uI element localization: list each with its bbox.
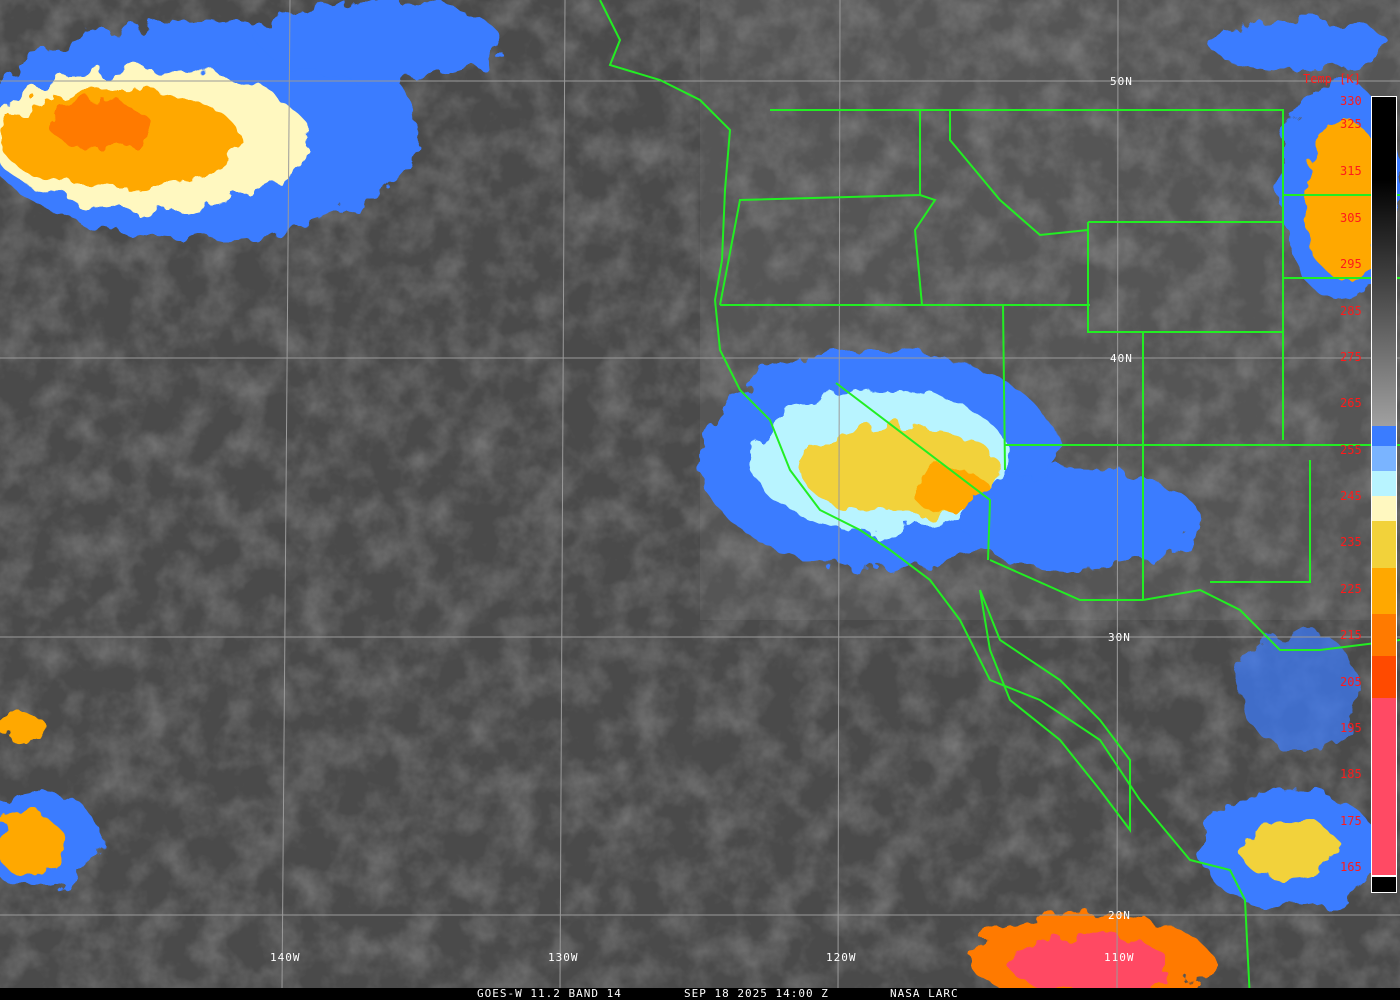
temperature-colorbar bbox=[1371, 96, 1397, 893]
colorbar-tick-label: 265 bbox=[1340, 396, 1362, 410]
lat-label-40n: 40N bbox=[1110, 352, 1133, 365]
lat-label-50n: 50N bbox=[1110, 75, 1133, 88]
lon-label-140w: 140W bbox=[270, 951, 301, 964]
colorbar-tick-label: 305 bbox=[1340, 211, 1362, 225]
lon-label-120w: 120W bbox=[826, 951, 857, 964]
colorbar-title: Temp [K] bbox=[1303, 72, 1361, 86]
colorbar-tick-label: 325 bbox=[1340, 117, 1362, 131]
lat-label-20n: 20N bbox=[1108, 909, 1131, 922]
colorbar-tick-label: 275 bbox=[1340, 350, 1362, 364]
lat-label-30n: 30N bbox=[1108, 631, 1131, 644]
colorbar-tick-label: 175 bbox=[1340, 814, 1362, 828]
caption-source: NASA LARC bbox=[890, 987, 959, 1000]
colorbar-tick-label: 235 bbox=[1340, 535, 1362, 549]
political-borders bbox=[599, 0, 1400, 1000]
colorbar-tick-label: 315 bbox=[1340, 164, 1362, 178]
colorbar-tick-label: 330 bbox=[1340, 94, 1362, 108]
colorbar-tick-label: 185 bbox=[1340, 767, 1362, 781]
colorbar-tick-label: 195 bbox=[1340, 721, 1362, 735]
pacific-coastline bbox=[599, 0, 1251, 1000]
colorbar-tick-label: 295 bbox=[1340, 257, 1362, 271]
colorbar-tick-label: 245 bbox=[1340, 489, 1362, 503]
colorbar-tick-label: 285 bbox=[1340, 304, 1362, 318]
colorbar-tick-label: 165 bbox=[1340, 860, 1362, 874]
caption-satellite: GOES-W 11.2 BAND 14 bbox=[477, 987, 622, 1000]
colorbar-tick-label: 215 bbox=[1340, 628, 1362, 642]
colorbar-tick-label: 255 bbox=[1340, 443, 1362, 457]
caption-datetime: SEP 18 2025 14:00 Z bbox=[684, 987, 829, 1000]
colorbar-tick-label: 225 bbox=[1340, 582, 1362, 596]
baja-california bbox=[979, 589, 1131, 833]
colorbar-tick-label: 205 bbox=[1340, 675, 1362, 689]
lon-label-110w: 110W bbox=[1104, 951, 1135, 964]
lon-label-130w: 130W bbox=[548, 951, 579, 964]
caption-bar: GOES-W 11.2 BAND 14 SEP 18 2025 14:00 Z … bbox=[0, 988, 1400, 1000]
